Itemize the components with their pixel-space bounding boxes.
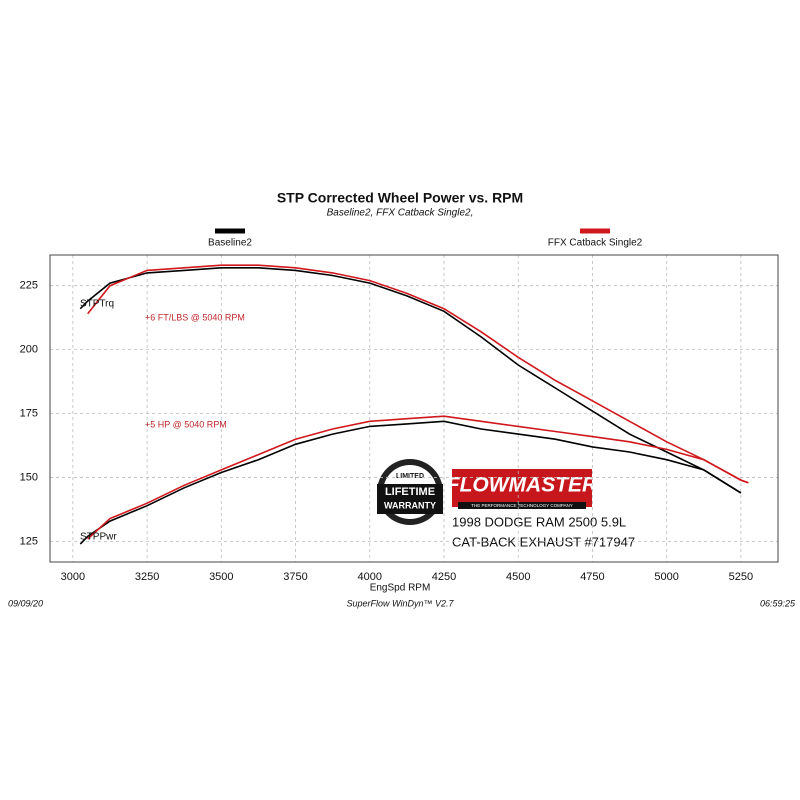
brand-box — [452, 469, 592, 507]
series-line — [79, 420, 742, 545]
annotation: +6 FT/LBS @ 5040 RPM — [145, 312, 245, 322]
x-tick-label: 4500 — [506, 571, 530, 583]
x-tick-label: 4250 — [432, 571, 456, 583]
y-tick-label: 225 — [20, 280, 38, 292]
legend-label: Baseline2 — [208, 238, 252, 249]
y-tick-label: 125 — [20, 535, 38, 547]
badge-lifetime: LIFETIME — [385, 486, 435, 498]
badge-limited: LIMITED — [396, 473, 424, 480]
y-tick-label: 200 — [20, 344, 38, 356]
x-tick-label: 3250 — [135, 571, 159, 583]
caption-line: CAT-BACK EXHAUST #717947 — [452, 534, 635, 549]
annotation: +5 HP @ 5040 RPM — [145, 419, 227, 429]
plot-frame — [49, 254, 779, 563]
series-line — [79, 267, 742, 494]
warranty-badge — [377, 459, 443, 525]
x-tick-label: 5250 — [729, 571, 753, 583]
brand-strip — [458, 502, 586, 509]
x-tick-label: 3750 — [283, 571, 307, 583]
caption-line: 1998 DODGE RAM 2500 5.9L — [452, 514, 626, 529]
badge-warranty: WARRANTY — [384, 500, 436, 510]
series-line — [87, 264, 749, 484]
y-tick-label: 175 — [20, 408, 38, 420]
series-line — [87, 415, 749, 540]
y-tick-label: 150 — [20, 471, 38, 483]
x-tick-label: 3500 — [209, 571, 233, 583]
x-axis-label: EngSpd RPM — [370, 583, 431, 594]
footer-software: SuperFlow WinDyn™ V2.7 — [347, 598, 455, 608]
curve-label: STPTrq — [80, 299, 114, 310]
chart-subtitle: Baseline2, FFX Catback Single2, — [327, 208, 474, 219]
x-tick-label: 4000 — [358, 571, 382, 583]
chart-title: STP Corrected Wheel Power vs. RPM — [277, 190, 523, 206]
brand-name: FLOWMASTER — [447, 474, 598, 497]
brand-tagline: THE PERFORMANCE TECHNOLOGY COMPANY — [471, 503, 573, 508]
footer-time: 06:59:25 — [760, 598, 796, 608]
legend-label: FFX Catback Single2 — [548, 238, 643, 249]
curve-label: STPPwr — [80, 532, 117, 543]
x-tick-label: 5000 — [654, 571, 678, 583]
badge-band — [377, 484, 443, 514]
x-tick-label: 3000 — [61, 571, 85, 583]
x-tick-label: 4750 — [580, 571, 604, 583]
footer-date: 09/09/20 — [8, 598, 43, 608]
